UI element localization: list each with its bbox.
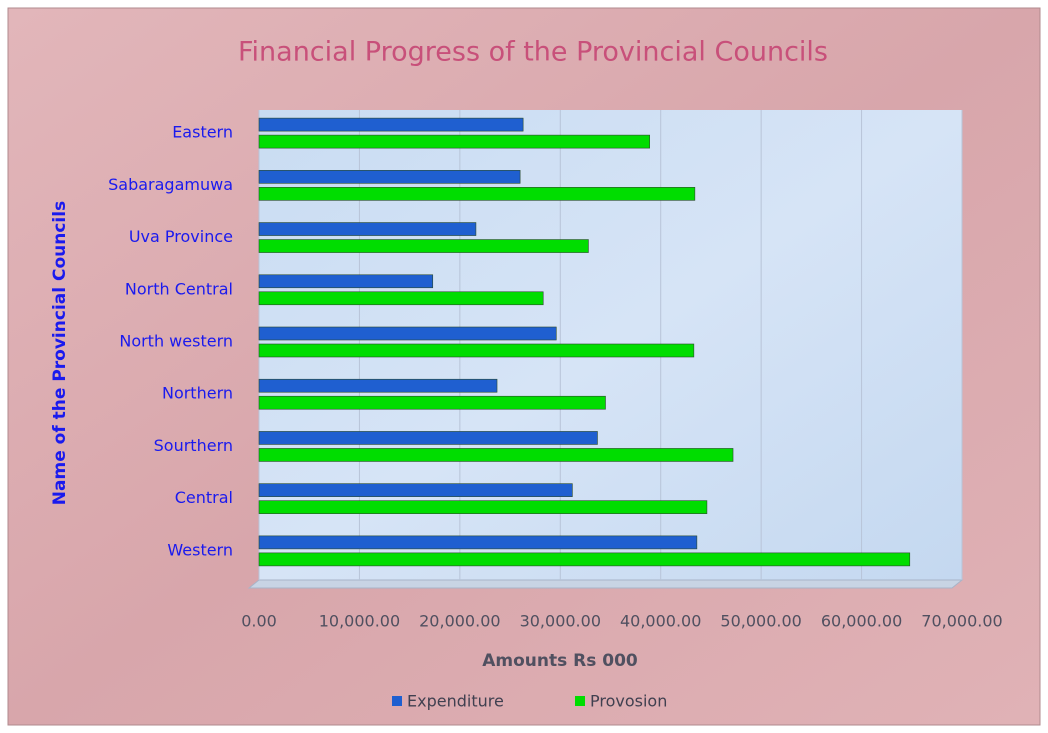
x-tick-label: 40,000.00 bbox=[620, 612, 701, 631]
bar bbox=[258, 222, 477, 236]
bar bbox=[258, 291, 544, 306]
y-axis-title: Name of the Provincial Councils bbox=[50, 201, 70, 505]
x-axis-title: Amounts Rs 000 bbox=[482, 651, 638, 671]
x-tick-label: 20,000.00 bbox=[419, 612, 500, 631]
bar bbox=[258, 535, 698, 550]
bar bbox=[258, 187, 696, 201]
x-tick-label: 60,000.00 bbox=[821, 612, 902, 631]
y-tick-label: Western bbox=[167, 540, 233, 559]
legend-label: Expenditure bbox=[407, 692, 504, 711]
floor bbox=[247, 579, 964, 589]
x-tick-label: 0.00 bbox=[241, 612, 277, 631]
legend-label: Provosion bbox=[590, 692, 667, 711]
y-tick-label: North western bbox=[119, 332, 233, 351]
bar bbox=[258, 552, 911, 567]
bar bbox=[258, 343, 695, 358]
bar bbox=[258, 239, 589, 253]
bar bbox=[258, 326, 557, 341]
chart-title: Financial Progress of the Provincial Cou… bbox=[238, 37, 828, 68]
y-tick-label: Sabaragamuwa bbox=[108, 175, 233, 194]
bar bbox=[258, 117, 524, 132]
y-tick-label: Sourthern bbox=[154, 436, 233, 455]
legend-swatch bbox=[575, 696, 585, 706]
y-tick-label: Central bbox=[175, 488, 233, 507]
bar bbox=[258, 274, 434, 289]
bar bbox=[258, 395, 606, 410]
x-tick-label: 70,000.00 bbox=[921, 612, 1002, 631]
x-tick-label: 30,000.00 bbox=[520, 612, 601, 631]
y-tick-label: North Central bbox=[125, 279, 233, 298]
bar bbox=[258, 500, 708, 514]
x-tick-label: 10,000.00 bbox=[319, 612, 400, 631]
y-tick-label: Eastern bbox=[172, 123, 233, 142]
x-tick-label: 50,000.00 bbox=[720, 612, 801, 631]
bar bbox=[258, 378, 498, 393]
bar bbox=[258, 134, 650, 149]
y-tick-label: Uva Province bbox=[129, 227, 233, 246]
bar bbox=[258, 448, 734, 462]
legend-swatch bbox=[392, 696, 402, 706]
bar bbox=[258, 170, 521, 184]
bar bbox=[258, 431, 598, 445]
bar bbox=[258, 483, 573, 497]
y-tick-label: Northern bbox=[162, 384, 233, 403]
